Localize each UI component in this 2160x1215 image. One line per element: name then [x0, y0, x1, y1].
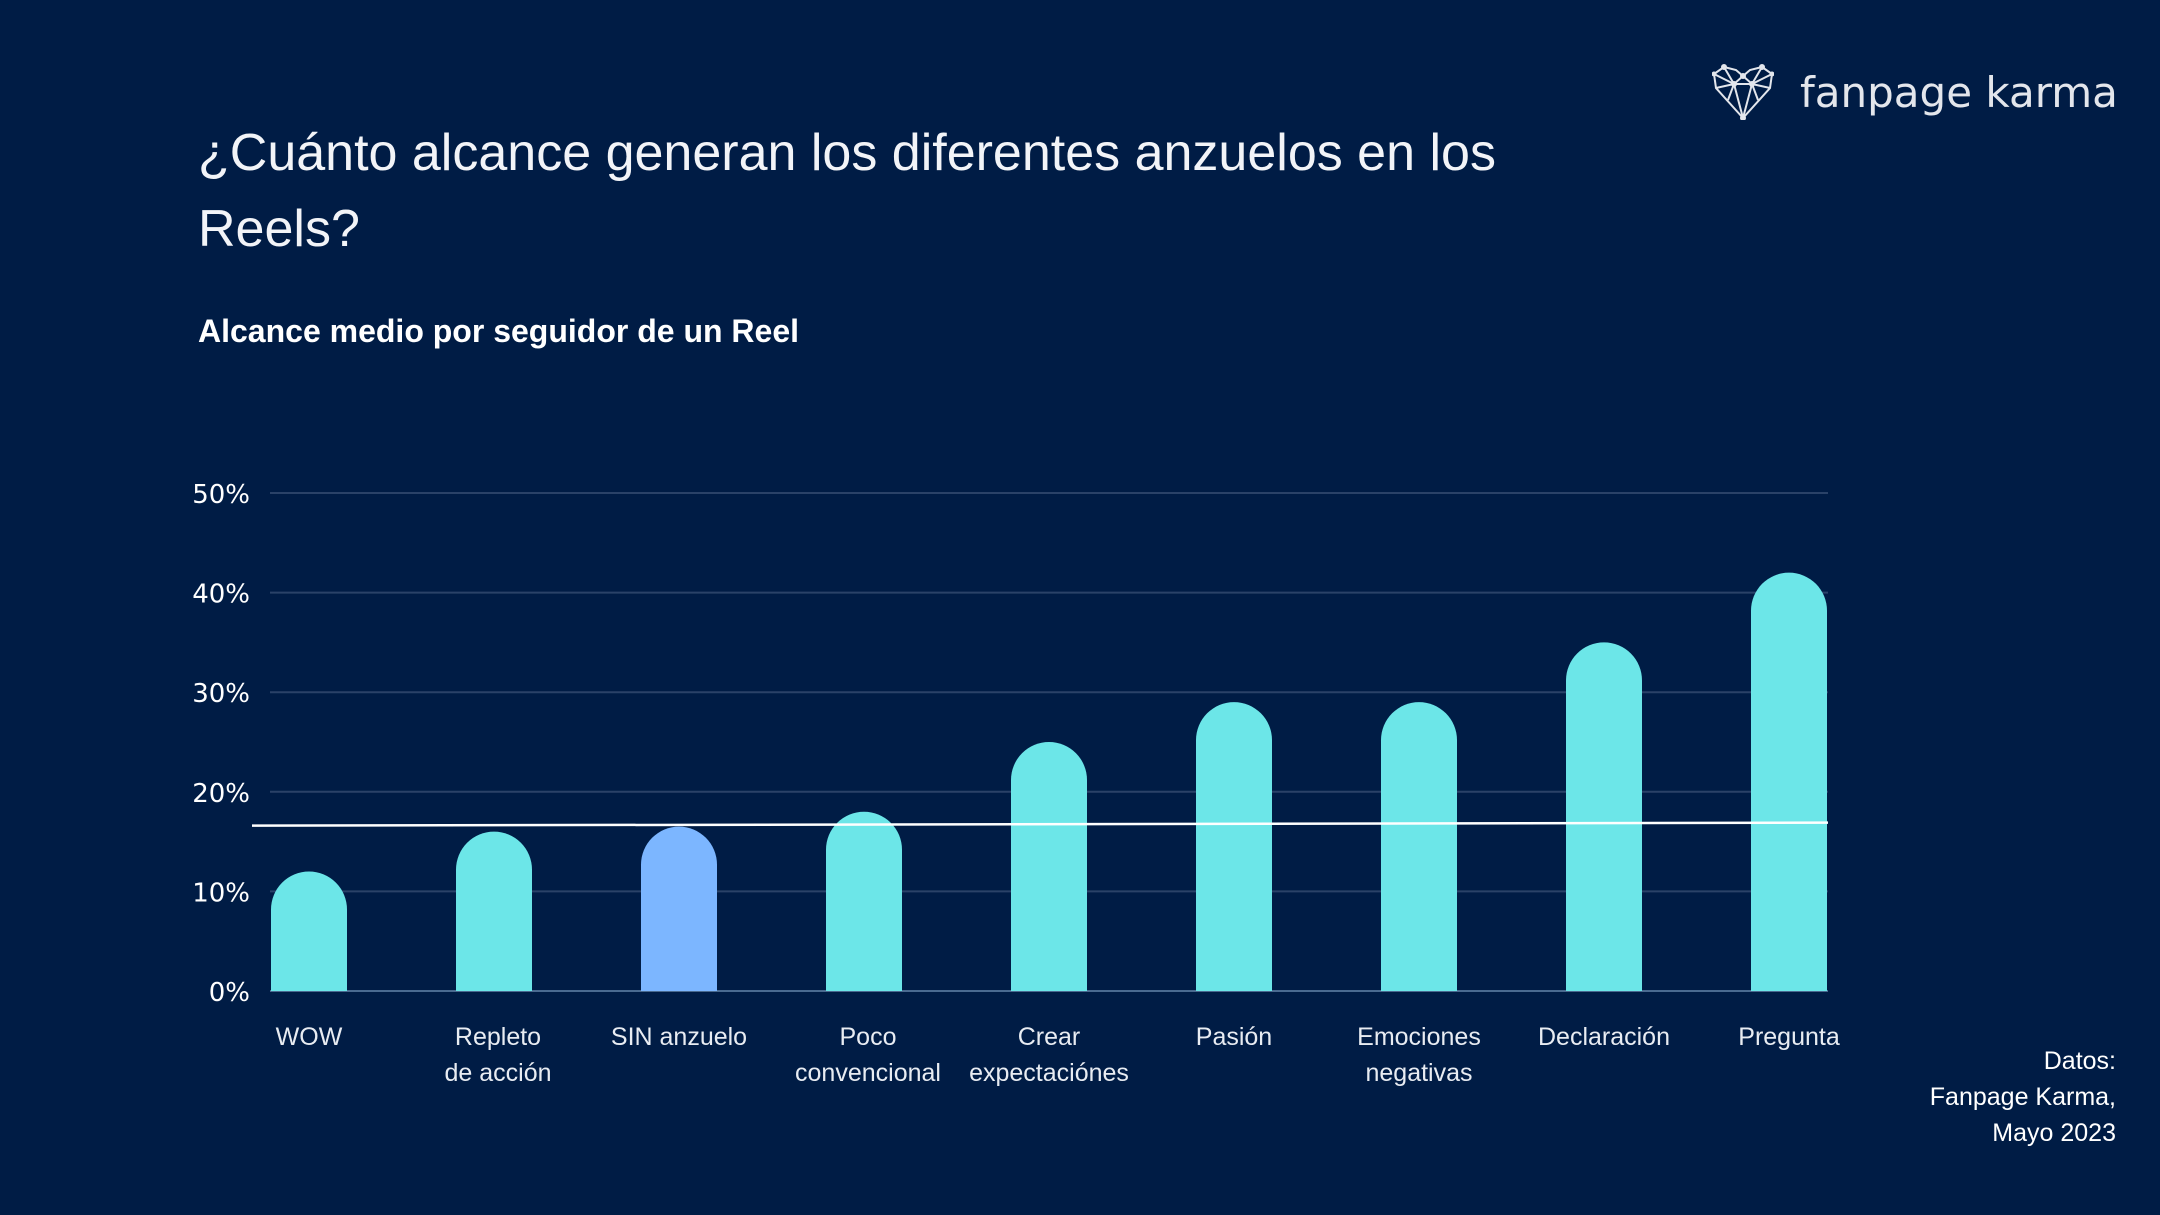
- x-tick-label: WOW: [276, 1023, 343, 1051]
- fanpage-karma-logo: fanpage karma: [1712, 64, 2118, 120]
- x-tick-label: Declaración: [1538, 1023, 1670, 1051]
- y-tick-label: 20%: [192, 779, 250, 809]
- bar: [1566, 642, 1642, 991]
- x-tick-label: Emociones: [1357, 1023, 1481, 1051]
- y-tick-label: 50%: [192, 480, 250, 510]
- source-note: Datos: Fanpage Karma, Mayo 2023: [1930, 1043, 2116, 1151]
- bar: [1196, 702, 1272, 991]
- bar: [1751, 572, 1827, 991]
- y-tick-label: 0%: [209, 978, 250, 1008]
- x-tick-label: de acción: [444, 1059, 551, 1087]
- source-line: Datos:: [2043, 1047, 2116, 1075]
- x-tick-label: Pregunta: [1738, 1023, 1840, 1051]
- bar: [456, 831, 532, 991]
- x-tick-label: convencional: [795, 1059, 941, 1087]
- x-tick-label: SIN anzuelo: [611, 1023, 747, 1051]
- x-tick-label: Pasión: [1196, 1023, 1272, 1051]
- y-tick-label: 10%: [192, 878, 250, 908]
- x-tick-label: Repleto: [455, 1023, 541, 1051]
- source-line: Mayo 2023: [1992, 1119, 2116, 1147]
- source-line: Fanpage Karma,: [1929, 1083, 2116, 1111]
- bar: [1011, 742, 1087, 991]
- y-tick-label: 40%: [192, 580, 250, 610]
- bar: [1381, 702, 1457, 991]
- x-tick-label: negativas: [1365, 1059, 1472, 1087]
- logo-text: fanpage karma: [1800, 67, 2118, 117]
- page-title: ¿Cuánto alcance generan los diferentes a…: [198, 124, 1496, 258]
- average-line: [251, 821, 1829, 827]
- bar: [271, 871, 347, 991]
- chart-title: Alcance medio por seguidor de un Reel: [198, 313, 800, 349]
- x-tick-label: Poco: [840, 1023, 897, 1051]
- x-tick-label: Crear: [1018, 1023, 1081, 1051]
- x-tick-label: expectaciónes: [969, 1059, 1129, 1087]
- bar: [641, 826, 717, 991]
- y-tick-label: 30%: [192, 679, 250, 709]
- network-heart-icon: [1712, 64, 1774, 120]
- bar: [826, 811, 902, 991]
